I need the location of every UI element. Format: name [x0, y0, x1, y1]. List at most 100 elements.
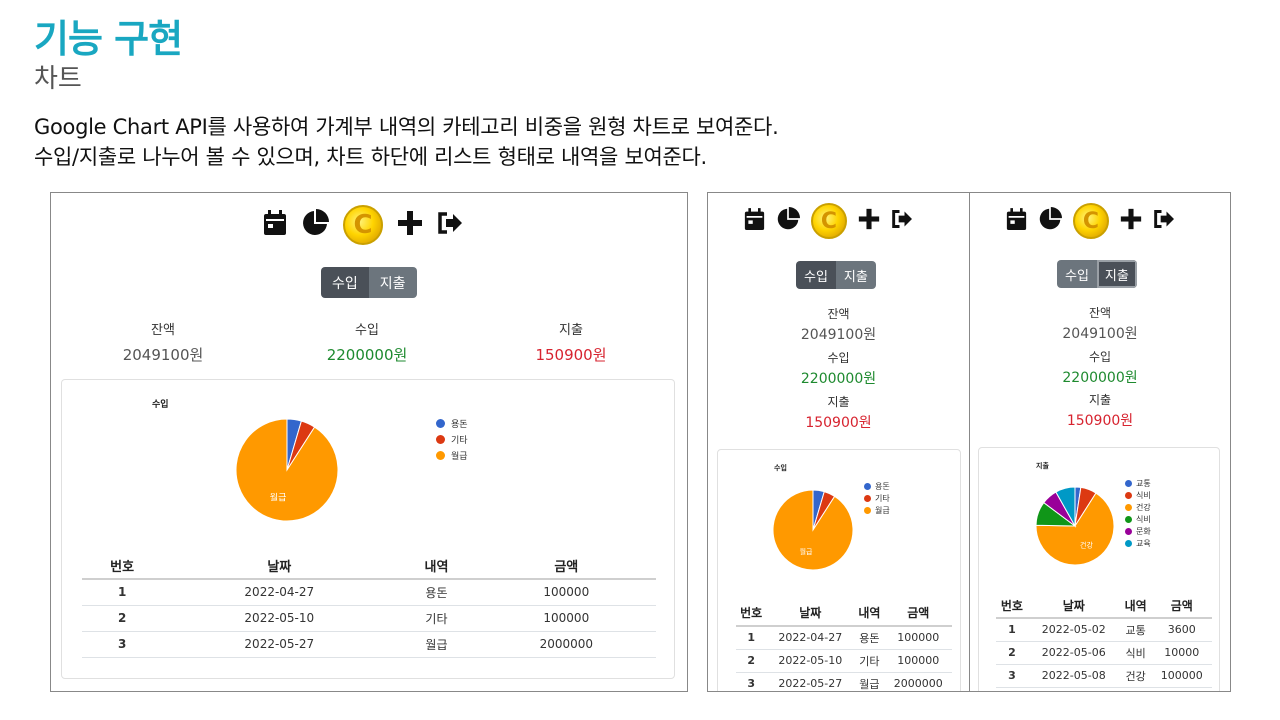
- calendar-icon[interactable]: [1006, 207, 1027, 235]
- col-header-no: 번호: [82, 552, 163, 580]
- col-header-date: 날짜: [162, 552, 397, 580]
- pie-slice-월급[interactable]: [772, 489, 854, 571]
- legend-item[interactable]: 용돈: [436, 415, 468, 431]
- table-row[interactable]: 2 2022-05-06 식비 10000: [996, 641, 1212, 665]
- balance-label: 잔액: [1088, 306, 1112, 320]
- app-toolbar: C: [263, 205, 463, 245]
- legend-label: 월급: [451, 451, 468, 462]
- cell-date: 2022-05-06: [1027, 641, 1120, 665]
- income-tab[interactable]: 수입: [796, 261, 836, 289]
- income-label: 수입: [827, 351, 850, 365]
- legend-item[interactable]: 기타: [864, 492, 890, 504]
- cell-item: 월급: [396, 631, 477, 658]
- pie-chart-icon[interactable]: [776, 207, 800, 235]
- legend-swatch: [436, 450, 445, 460]
- desktop-screenshot: C 수입 지출 잔액 2049100원 수입 2200000원 지출 15090…: [50, 192, 688, 692]
- cell-no: 1: [996, 618, 1028, 642]
- logout-icon[interactable]: [891, 209, 913, 233]
- expense-tab[interactable]: 지출: [1096, 260, 1137, 288]
- chart-title: 지출: [1036, 462, 1049, 470]
- table-row[interactable]: 2 2022-05-10 기타 100000: [736, 649, 952, 673]
- col-header-amount: 금액: [1151, 594, 1212, 619]
- mobile-screenshot-income: C 수입 지출 잔액 2049100원 수입 2200000원 지출 15090…: [707, 192, 970, 692]
- cell-amount: 100000: [884, 649, 952, 673]
- table-row[interactable]: 3 2022-05-27 월급 2000000: [82, 631, 656, 658]
- legend-swatch: [864, 494, 871, 502]
- description-line-1: Google Chart API를 사용하여 가계부 내역의 카테고리 비중을 …: [34, 115, 779, 139]
- col-header-item: 내역: [1119, 594, 1152, 619]
- coin-logo-icon[interactable]: C: [811, 203, 847, 239]
- transactions-table: 번호 날짜 내역 금액 1 2022-05-02 교통 3600 2 2022-…: [996, 594, 1212, 688]
- cell-no: 2: [736, 649, 767, 673]
- cell-date: 2022-05-27: [766, 672, 855, 691]
- cell-item: 용돈: [396, 579, 477, 606]
- cell-item: 건강: [1119, 664, 1152, 688]
- legend-label: 월급: [875, 505, 890, 515]
- table-row[interactable]: 3 2022-05-27 월급 2000000: [736, 672, 952, 691]
- legend-item[interactable]: 교통: [1125, 477, 1151, 489]
- table-row[interactable]: 1 2022-04-27 용돈 100000: [82, 579, 656, 606]
- transactions-table: 번호 날짜 내역 금액 1 2022-04-27 용돈 100000 2 202…: [736, 600, 952, 691]
- cell-amount: 100000: [476, 605, 656, 632]
- cell-amount: 2000000: [476, 631, 656, 658]
- plus-icon[interactable]: [1120, 208, 1142, 234]
- slide-description: Google Chart API를 사용하여 가계부 내역의 카테고리 비중을 …: [34, 112, 779, 172]
- chart-legend: 용돈 기타 월급: [864, 480, 890, 516]
- pie-chart-icon[interactable]: [1038, 207, 1062, 235]
- legend-item[interactable]: 식비: [1125, 513, 1151, 525]
- cell-date: 2022-04-27: [766, 626, 855, 650]
- plus-icon[interactable]: [397, 210, 423, 240]
- logout-icon[interactable]: [1153, 209, 1175, 233]
- legend-item[interactable]: 용돈: [864, 480, 890, 492]
- income-summary: 수입 2200000원: [317, 319, 417, 365]
- expense-label: 지출: [827, 395, 850, 409]
- transactions-table: 번호 날짜 내역 금액 1 2022-04-27 용돈 100000 2 202…: [82, 552, 656, 658]
- legend-item[interactable]: 월급: [864, 504, 890, 516]
- logout-icon[interactable]: [437, 211, 463, 239]
- pie-chart-icon[interactable]: [301, 209, 329, 241]
- balance-value: 2049100원: [1062, 326, 1138, 342]
- legend-item[interactable]: 기타: [436, 431, 468, 447]
- legend-item[interactable]: 식비: [1125, 489, 1151, 501]
- legend-swatch: [1125, 515, 1132, 523]
- calendar-icon[interactable]: [263, 210, 287, 240]
- legend-swatch: [864, 482, 871, 490]
- legend-label: 용돈: [875, 481, 890, 491]
- pie-chart: 건강: [1035, 486, 1115, 566]
- legend-swatch: [864, 506, 871, 514]
- table-row[interactable]: 2 2022-05-10 기타 100000: [82, 605, 656, 632]
- income-tab[interactable]: 수입: [321, 267, 369, 298]
- legend-item[interactable]: 건강: [1125, 501, 1151, 513]
- expense-tab[interactable]: 지출: [835, 261, 876, 289]
- table-row[interactable]: 1 2022-05-02 교통 3600: [996, 618, 1212, 642]
- cell-item: 교통: [1119, 618, 1152, 642]
- calendar-icon[interactable]: [744, 207, 765, 235]
- cell-date: 2022-04-27: [162, 579, 397, 606]
- expense-label: 지출: [559, 323, 583, 338]
- coin-logo-icon[interactable]: C: [1073, 203, 1109, 239]
- income-value: 2200000원: [1062, 370, 1138, 386]
- pie-slice-교육[interactable]: [1055, 486, 1076, 528]
- balance-summary: 잔액 2049100원: [708, 305, 969, 344]
- income-tab[interactable]: 수입: [1057, 260, 1097, 288]
- table-row[interactable]: 1 2022-04-27 용돈 100000: [736, 626, 952, 650]
- income-expense-toggle: 수입 지출: [321, 267, 417, 298]
- chart-legend: 교통 식비 건강 식비 문화 교육: [1125, 477, 1151, 549]
- legend-item[interactable]: 문화: [1125, 525, 1151, 537]
- expense-summary: 지출 150900원: [708, 393, 969, 432]
- balance-summary: 잔액 2049100원: [970, 304, 1230, 343]
- col-header-item: 내역: [854, 600, 885, 627]
- legend-item[interactable]: 교육: [1125, 537, 1151, 549]
- pie-slice-월급[interactable]: [235, 418, 339, 522]
- pie-slice-건강[interactable]: [1035, 492, 1115, 566]
- pie-chart: 월급: [772, 489, 854, 571]
- slide-subtitle: 차트: [34, 64, 82, 94]
- plus-icon[interactable]: [858, 208, 880, 234]
- chart-card: 수입 월급 용돈 기타 월급 번호 날짜 내역 금액 1 2022-04-27 용돈…: [61, 379, 675, 679]
- coin-logo-icon[interactable]: C: [343, 205, 383, 245]
- table-row[interactable]: 3 2022-05-08 건강 100000: [996, 664, 1212, 688]
- legend-item[interactable]: 월급: [436, 447, 468, 463]
- chart-card: 수입 월급 용돈 기타 월급 번호 날짜 내역 금액 1 2022-04-27 용돈…: [717, 449, 961, 691]
- expense-tab[interactable]: 지출: [368, 267, 417, 298]
